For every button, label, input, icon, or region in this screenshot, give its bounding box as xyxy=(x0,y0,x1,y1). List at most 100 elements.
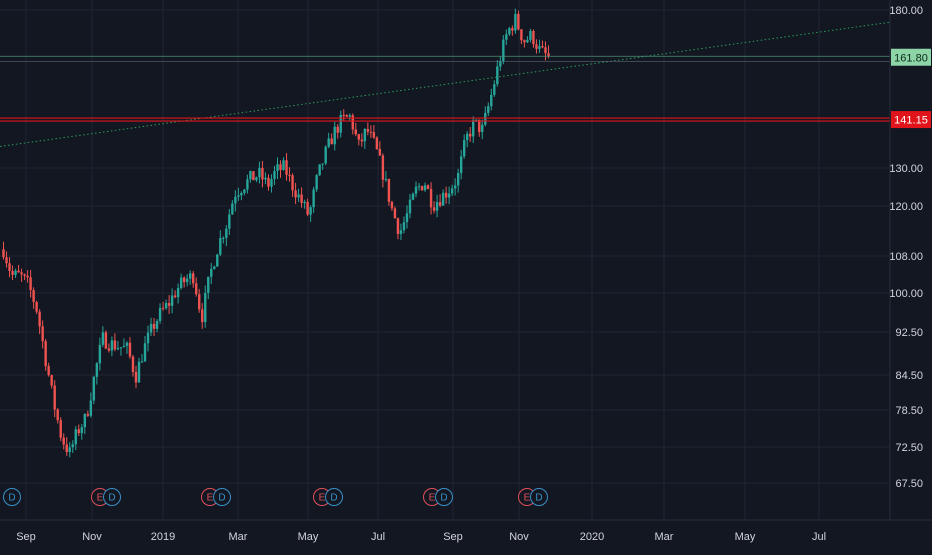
candle-body xyxy=(312,189,315,208)
candle-body xyxy=(318,164,321,176)
candle-body xyxy=(469,133,472,137)
axes: 67.50 72.50 78.50 84.50 92.50 100.00 108.00 120… xyxy=(0,0,932,543)
candle-body xyxy=(20,272,23,275)
candle-body xyxy=(532,31,535,45)
candle-body xyxy=(219,237,222,255)
last-price-badge-label: 161.80 xyxy=(894,53,928,65)
candle-body xyxy=(426,185,430,189)
candle-body xyxy=(354,129,357,135)
candle-body xyxy=(547,53,550,56)
earnings-event-label: E xyxy=(207,493,214,504)
candle-body xyxy=(366,128,370,132)
candle-body xyxy=(315,175,318,190)
dividend-event-marker xyxy=(213,488,231,506)
candle-body xyxy=(517,13,520,30)
candle-body xyxy=(348,115,351,117)
candle-body xyxy=(225,228,228,238)
candle-body xyxy=(182,277,186,283)
candle-body xyxy=(47,366,50,376)
dividend-event-marker xyxy=(435,488,453,506)
candle-body xyxy=(387,178,391,202)
candle-body xyxy=(306,201,309,215)
candle-body xyxy=(375,137,379,149)
time-tick-label: Jul xyxy=(371,531,385,543)
price-tick-label: 120.00 xyxy=(889,201,923,213)
candle-body xyxy=(41,326,44,342)
candle-body xyxy=(369,131,373,133)
candle-body xyxy=(249,171,252,180)
candle-body xyxy=(336,126,339,133)
candle-body xyxy=(541,46,544,48)
candle-body xyxy=(505,34,508,40)
earnings-event-label: E xyxy=(319,493,326,504)
candle-body xyxy=(23,274,26,276)
price-tick-label: 130.00 xyxy=(889,163,923,175)
time-tick-label: Nov xyxy=(509,531,529,543)
candle-body xyxy=(140,361,144,363)
candle-body xyxy=(381,155,385,180)
candle-body xyxy=(50,375,53,386)
candle-body xyxy=(164,303,168,309)
candle-body xyxy=(155,320,159,329)
candle-body xyxy=(351,115,354,130)
candle-body xyxy=(487,106,490,113)
candle-body xyxy=(502,39,505,62)
candle-body xyxy=(122,345,126,348)
candle-body xyxy=(119,347,123,349)
candle-body xyxy=(65,444,68,453)
candle-body xyxy=(405,213,409,223)
candle-body xyxy=(420,186,424,191)
candle-body xyxy=(158,307,162,321)
price-tick-label: 108.00 xyxy=(889,251,923,263)
time-tick-label: Mar xyxy=(655,531,674,543)
candle-body xyxy=(435,202,439,211)
candle-body xyxy=(243,189,246,194)
candle-body xyxy=(363,128,367,142)
candle-body xyxy=(291,175,294,191)
candle-body xyxy=(2,249,5,258)
price-tick-label: 72.50 xyxy=(895,442,923,454)
earnings-event-label: E xyxy=(429,493,436,504)
candle-body xyxy=(188,273,192,279)
candle-body xyxy=(246,179,249,190)
candle-body xyxy=(538,46,541,49)
candle-body xyxy=(201,309,204,323)
time-tick-label: 2020 xyxy=(580,531,604,543)
candle-body xyxy=(447,193,451,198)
candle-body xyxy=(44,341,47,367)
candle-body xyxy=(5,257,8,264)
candle-body xyxy=(360,139,364,142)
time-tick-label: 2019 xyxy=(151,531,175,543)
candle-body xyxy=(414,186,418,194)
candle-body xyxy=(264,177,267,180)
candle-body xyxy=(89,400,93,416)
candle-body xyxy=(195,283,198,295)
candle-body xyxy=(297,194,300,198)
candle-body xyxy=(86,414,90,416)
candle-body xyxy=(496,66,499,85)
candle-body xyxy=(285,160,288,175)
candle-body xyxy=(384,178,388,180)
time-tick-label: Jul xyxy=(812,531,826,543)
candle-body xyxy=(372,132,376,138)
candle-body xyxy=(453,185,457,189)
candle-body xyxy=(167,303,171,306)
candle-body xyxy=(258,167,261,178)
candle-body xyxy=(429,188,433,208)
candle-body xyxy=(465,133,469,141)
candle-body xyxy=(14,270,17,275)
candle-body xyxy=(107,348,111,351)
candle-body xyxy=(98,344,102,364)
candle-body xyxy=(152,323,156,329)
dividend-event-label: D xyxy=(218,493,225,504)
candle-body xyxy=(80,427,83,434)
candle-body xyxy=(342,114,345,116)
candle-body xyxy=(68,447,71,453)
candle-body xyxy=(38,311,41,327)
candle-body xyxy=(472,120,475,137)
candle-body xyxy=(252,171,255,181)
candle-body xyxy=(493,84,496,95)
